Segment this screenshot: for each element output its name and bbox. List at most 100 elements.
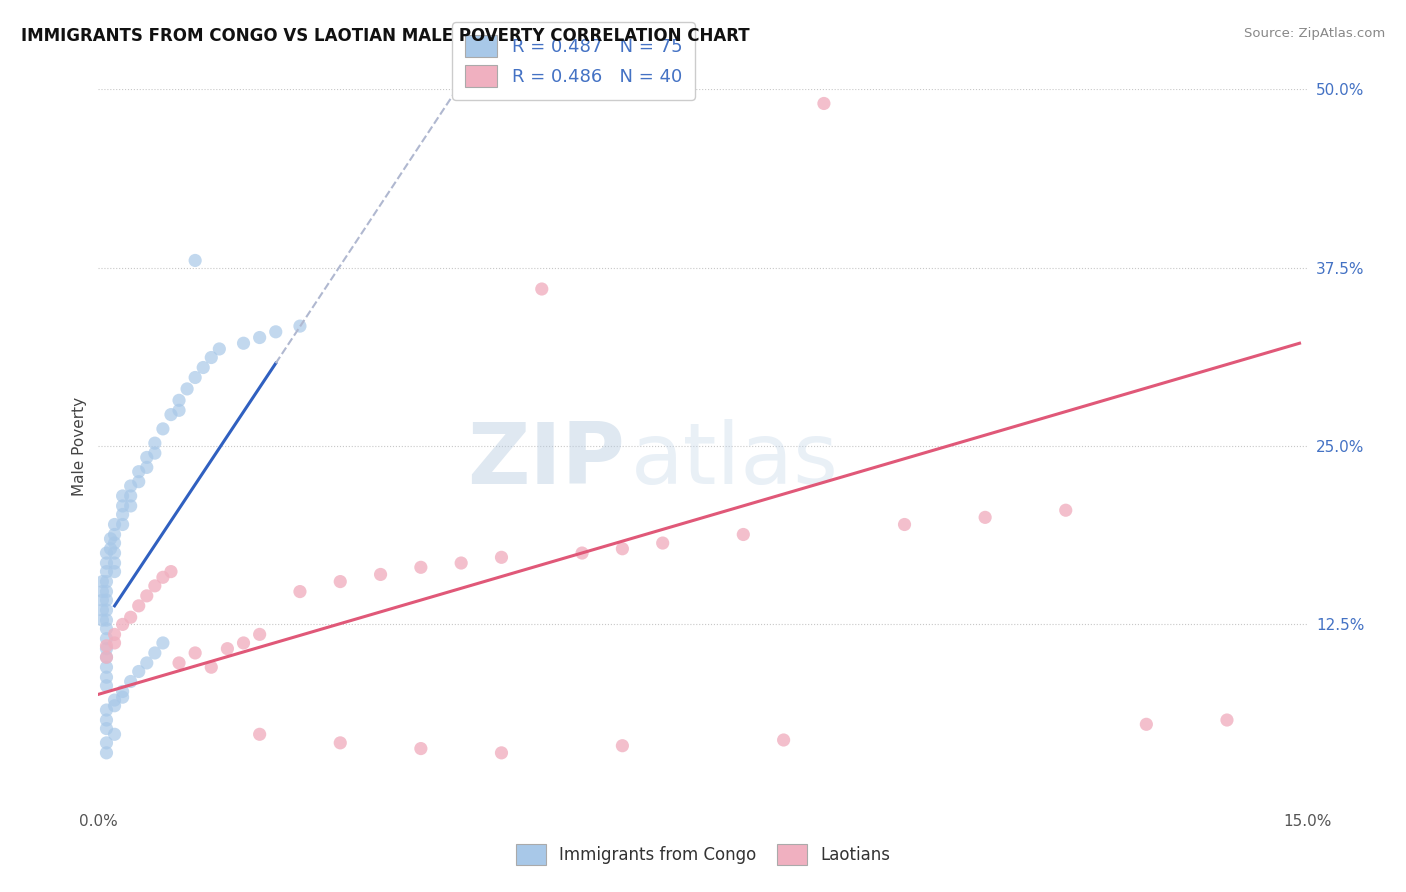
Point <box>96 679 118 693</box>
Point <box>103 527 125 541</box>
Point <box>135 589 157 603</box>
Point <box>370 567 392 582</box>
Point <box>409 741 432 756</box>
Point <box>128 599 150 613</box>
Point <box>100 532 122 546</box>
Point <box>96 632 118 646</box>
Point <box>135 656 157 670</box>
Text: ZIP: ZIP <box>467 418 624 502</box>
Point <box>111 690 134 705</box>
Point <box>143 579 166 593</box>
Point <box>96 670 118 684</box>
Point <box>893 517 915 532</box>
Point <box>176 382 198 396</box>
Point <box>96 650 118 665</box>
Point <box>167 403 190 417</box>
Point <box>96 546 118 560</box>
Point <box>91 584 114 599</box>
Point <box>184 253 207 268</box>
Point <box>193 360 215 375</box>
Point <box>120 479 142 493</box>
Point <box>111 684 134 698</box>
Point <box>103 565 125 579</box>
Point <box>103 546 125 560</box>
Point <box>232 636 254 650</box>
Point <box>103 698 125 713</box>
Point <box>91 613 114 627</box>
Point <box>128 665 150 679</box>
Point <box>96 603 118 617</box>
Point <box>96 556 118 570</box>
Point <box>264 325 287 339</box>
Y-axis label: Male Poverty: Male Poverty <box>72 396 87 496</box>
Point <box>200 660 222 674</box>
Point <box>249 627 271 641</box>
Point <box>974 510 997 524</box>
Point <box>167 656 190 670</box>
Point <box>96 722 118 736</box>
Point <box>135 460 157 475</box>
Point <box>612 739 634 753</box>
Point <box>329 574 352 589</box>
Point <box>184 646 207 660</box>
Point <box>612 541 634 556</box>
Point <box>135 450 157 465</box>
Point <box>772 733 794 747</box>
Point <box>128 475 150 489</box>
Point <box>733 527 755 541</box>
Point <box>96 650 118 665</box>
Point <box>288 319 311 334</box>
Point <box>200 351 222 365</box>
Point <box>96 613 118 627</box>
Point <box>249 330 271 344</box>
Point <box>96 736 118 750</box>
Point <box>96 639 118 653</box>
Point <box>111 489 134 503</box>
Point <box>96 565 118 579</box>
Point <box>96 660 118 674</box>
Point <box>288 584 311 599</box>
Point <box>103 627 125 641</box>
Point <box>96 574 118 589</box>
Point <box>91 574 114 589</box>
Point <box>96 584 118 599</box>
Point <box>651 536 673 550</box>
Point <box>96 713 118 727</box>
Point <box>1135 717 1157 731</box>
Point <box>100 541 122 556</box>
Text: atlas: atlas <box>630 418 838 502</box>
Point <box>143 446 166 460</box>
Point <box>96 703 118 717</box>
Text: Source: ZipAtlas.com: Source: ZipAtlas.com <box>1244 27 1385 40</box>
Point <box>152 422 174 436</box>
Point <box>450 556 472 570</box>
Point <box>103 636 125 650</box>
Point <box>184 370 207 384</box>
Point <box>103 727 125 741</box>
Point <box>249 727 271 741</box>
Point <box>111 617 134 632</box>
Point <box>143 436 166 450</box>
Point <box>111 517 134 532</box>
Point <box>96 746 118 760</box>
Point <box>103 517 125 532</box>
Point <box>128 465 150 479</box>
Point <box>1054 503 1077 517</box>
Point <box>120 674 142 689</box>
Point <box>96 622 118 636</box>
Text: IMMIGRANTS FROM CONGO VS LAOTIAN MALE POVERTY CORRELATION CHART: IMMIGRANTS FROM CONGO VS LAOTIAN MALE PO… <box>21 27 749 45</box>
Point <box>208 342 231 356</box>
Point <box>152 636 174 650</box>
Point <box>1216 713 1239 727</box>
Point <box>160 565 183 579</box>
Point <box>120 610 142 624</box>
Point <box>571 546 593 560</box>
Point <box>96 641 118 656</box>
Point <box>160 408 183 422</box>
Point <box>91 593 114 607</box>
Legend: Immigrants from Congo, Laotians: Immigrants from Congo, Laotians <box>506 834 900 875</box>
Point <box>120 499 142 513</box>
Point <box>103 536 125 550</box>
Point <box>491 550 513 565</box>
Point <box>232 336 254 351</box>
